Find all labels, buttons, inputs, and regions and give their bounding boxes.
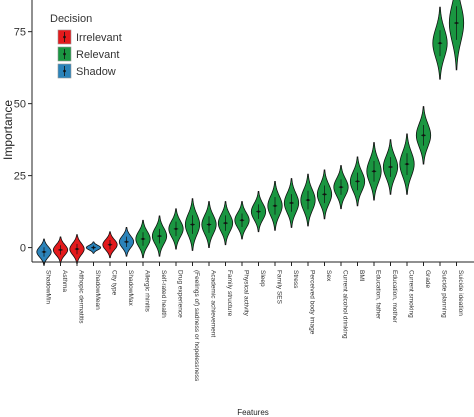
x-tick-label: Perceived body image <box>309 270 316 335</box>
x-tick-label: Allergic rhinitis <box>144 270 151 313</box>
violin-point <box>339 185 343 189</box>
legend-label: Relevant <box>76 49 119 61</box>
violin-point <box>191 223 194 226</box>
x-tick-label: Sex <box>325 270 332 282</box>
y-tick-label: 75 <box>14 27 26 39</box>
violin-point <box>141 237 145 241</box>
violin-point <box>323 193 326 196</box>
violin-point <box>455 21 458 25</box>
violin-point <box>356 180 359 183</box>
violin-point <box>290 201 293 205</box>
x-tick-label: Current alcohol drinking <box>342 270 349 339</box>
violin-point <box>240 219 244 222</box>
violin-point <box>273 204 277 208</box>
x-tick-label: Suicide ideation <box>457 270 464 316</box>
violin-point <box>108 243 112 246</box>
legend-swatch-point <box>63 52 66 56</box>
y-ticks: 0 25 50 75 <box>14 27 32 255</box>
legend-swatch-point <box>63 35 66 39</box>
violin-point <box>174 227 178 231</box>
legend-label: Shadow <box>76 66 116 78</box>
x-tick-label: ShadowMean <box>94 270 101 310</box>
violin-point <box>257 210 260 213</box>
axes-group <box>31 0 474 263</box>
legend-item-shadow: Shadow <box>57 63 116 79</box>
x-tick-label: Self-rated health <box>160 270 167 318</box>
legend-swatch-point <box>63 69 66 73</box>
x-tick-label: Grade <box>424 270 431 288</box>
y-tick-label: 0 <box>20 243 26 255</box>
violin-point <box>422 134 425 137</box>
x-tick-label: (Feelings of) sadness or hopelessness <box>193 270 200 382</box>
x-tick-label: Sleep <box>259 270 266 287</box>
x-tick-label: BMI <box>358 270 365 282</box>
x-tick-label: Academic achievement <box>210 270 217 337</box>
violin-point <box>42 250 46 254</box>
x-tick-label: Education, mother <box>391 270 398 324</box>
violin-point <box>389 165 392 169</box>
violin-point <box>125 240 128 244</box>
x-tick-label: Drug experience <box>177 270 184 318</box>
violin-point <box>59 248 62 252</box>
violin-group <box>36 0 465 266</box>
x-tick-label: ShadowMax <box>127 270 134 307</box>
y-tick-label: 50 <box>14 99 26 111</box>
legend: Decision Irrelevant Relevant Shadow <box>50 13 122 79</box>
x-tick-label: Suicide planning <box>441 270 448 318</box>
violin-point <box>207 223 211 226</box>
x-tick-label: City type <box>111 270 118 296</box>
y-axis-title: Importance <box>1 100 15 160</box>
violin-point <box>306 198 310 202</box>
y-tick-label: 25 <box>14 171 26 183</box>
x-tick-label: Current smoking <box>408 270 415 318</box>
x-tick-label: Family structure <box>226 270 233 317</box>
legend-item-irrelevant: Irrelevant <box>57 29 122 45</box>
violin-point <box>75 247 79 251</box>
x-tick-label: Education, father <box>375 270 382 320</box>
violin-point <box>405 162 409 166</box>
violin-point <box>438 41 442 45</box>
x-tick-label: Family SES <box>276 270 283 305</box>
violin-point <box>92 246 95 249</box>
x-ticks: ShadowMin Asthma Atthopic dermatitis Shadow… <box>43 262 464 382</box>
x-tick-label: Physical activity <box>243 270 250 317</box>
legend-item-relevant: Relevant <box>57 46 119 62</box>
x-tick-label: ShadowMin <box>45 270 52 304</box>
violin-point <box>158 234 161 238</box>
legend-label: Irrelevant <box>76 32 122 44</box>
violin-point <box>224 221 227 225</box>
x-tick-label: Asthma <box>61 270 68 292</box>
x-tick-label: Stress <box>292 270 299 289</box>
x-tick-label: Atthopic dermatitis <box>78 270 85 324</box>
legend-title: Decision <box>50 13 92 25</box>
legend-items: Irrelevant Relevant Shadow <box>57 29 122 79</box>
violin-point <box>372 170 376 173</box>
x-axis-title: Features <box>237 408 269 417</box>
